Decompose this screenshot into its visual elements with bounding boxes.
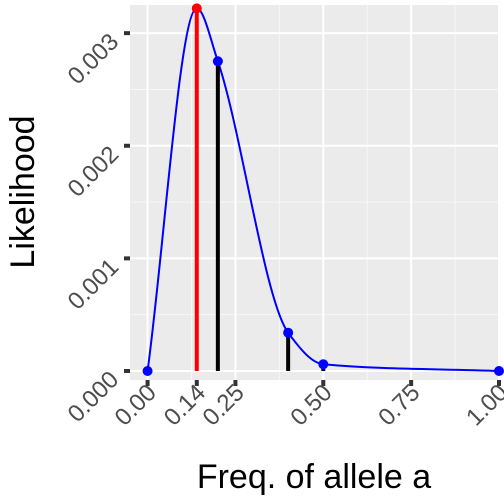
likelihood-curve [146, 7, 500, 372]
data-point [212, 56, 223, 67]
y-tick-label: 0.001 [63, 254, 125, 316]
data-point [494, 365, 504, 376]
x-tick-label: 0.50 [285, 379, 337, 431]
x-tick-highlight-label: 0.14 [159, 379, 211, 431]
data-points [142, 3, 504, 376]
x-axis: 0.00 0.25 0.50 0.75 1.000.14 [110, 379, 504, 431]
x-tick-label: 1.00 [461, 379, 504, 431]
x-tick-label: 0.75 [373, 379, 425, 431]
data-point [142, 365, 153, 376]
y-tick-label: 0.003 [63, 28, 125, 90]
data-point [283, 327, 294, 338]
x-tick-label: 0.25 [198, 379, 250, 431]
y-axis-title: Likelihood [4, 115, 42, 268]
panel-background [130, 5, 499, 380]
data-point [318, 359, 329, 370]
max-likelihood-point [191, 3, 202, 14]
minor-gridlines [130, 5, 499, 380]
major-gridlines [130, 5, 500, 380]
y-tick-label: 0.002 [63, 141, 125, 203]
x-axis-title: Freq. of allele a [197, 458, 431, 496]
stems [194, 8, 326, 371]
